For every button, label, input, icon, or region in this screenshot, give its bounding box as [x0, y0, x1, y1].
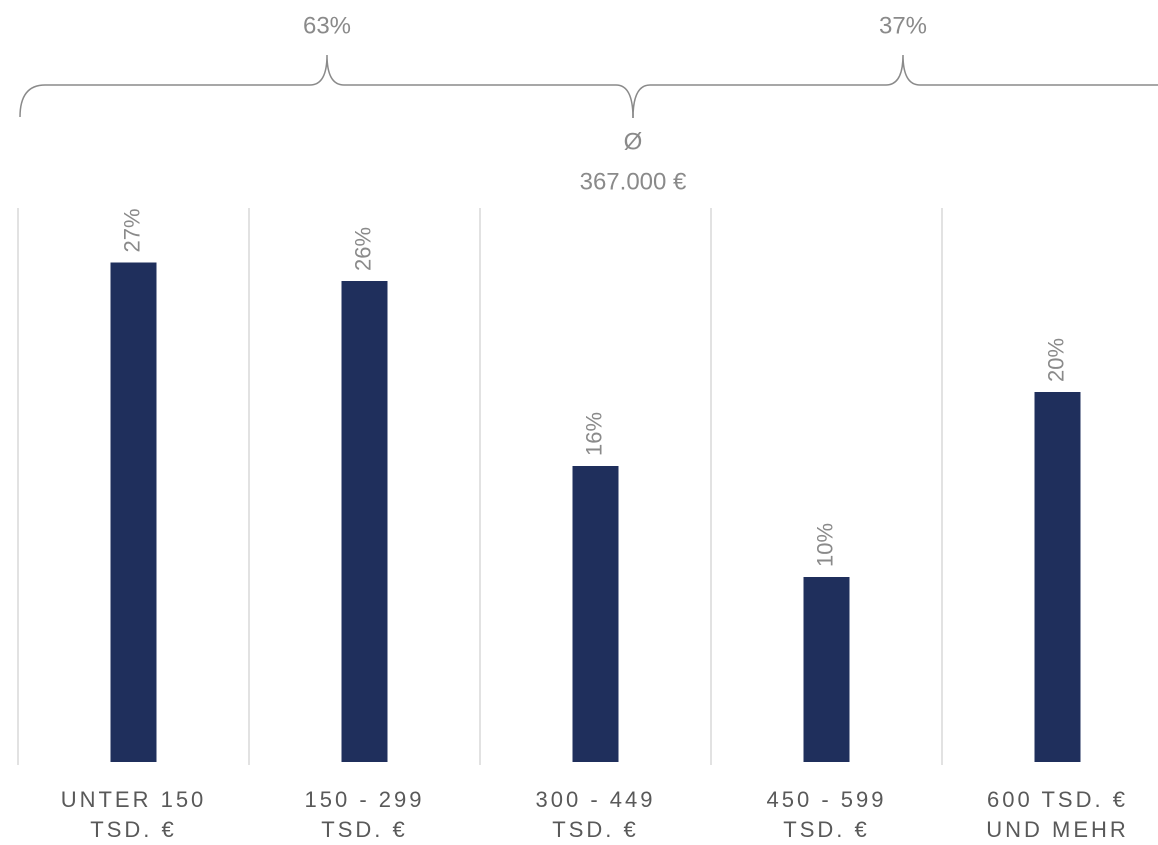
value-label: 26% [350, 227, 375, 271]
x-tick-label: TSD. € [552, 817, 638, 842]
x-tick-label: TSD. € [783, 817, 869, 842]
average-label: 367.000 € [580, 168, 687, 195]
value-label: 10% [812, 523, 837, 567]
x-tick-label: 150 - 299 [305, 787, 425, 812]
bar [572, 466, 619, 762]
x-tick-label: UNTER 150 [61, 787, 207, 812]
x-tick-label: UND MEHR [986, 817, 1129, 842]
bracket-label: 37% [879, 12, 927, 39]
bar [1034, 392, 1081, 762]
x-tick-label: TSD. € [321, 817, 407, 842]
value-label: 16% [581, 412, 606, 456]
x-tick-label: 300 - 449 [536, 787, 656, 812]
value-label: 20% [1043, 338, 1068, 382]
x-tick-label: 450 - 599 [767, 787, 887, 812]
bracket [632, 54, 1158, 119]
value-label: 27% [119, 208, 144, 252]
bracket-label: 63% [303, 12, 351, 39]
bar [803, 577, 850, 762]
x-tick-label: TSD. € [90, 817, 176, 842]
x-tick-label: 600 TSD. € [987, 787, 1128, 812]
bracket [19, 54, 634, 119]
average-symbol: Ø [624, 128, 643, 155]
bar [110, 262, 157, 762]
bar [341, 281, 388, 762]
